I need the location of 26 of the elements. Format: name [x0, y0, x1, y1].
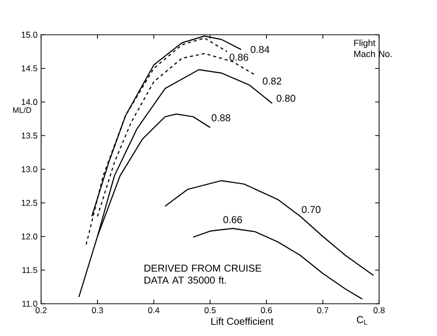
series-label: 0.80	[276, 94, 296, 102]
x-tick-label: 0.4	[148, 307, 160, 314]
x-tick-label: 0.3	[92, 307, 103, 314]
y-tick-label: 13.0	[22, 166, 38, 172]
x-tick-label: 0.7	[317, 307, 328, 314]
series-label: 0.82	[262, 78, 282, 85]
y-tick-label: 15.0	[22, 32, 38, 38]
series-label: 0.66	[223, 216, 242, 224]
legend-label: 0.84	[250, 46, 270, 54]
y-tick-label: 14.0	[22, 98, 38, 105]
series-label: 0.70	[302, 206, 320, 214]
y-tick-label: 12.0	[22, 233, 38, 240]
y-tick-label: 14.5	[22, 65, 38, 72]
y-tick-label: 11.0	[22, 300, 38, 307]
annotation: C$_{L}$	[356, 316, 368, 325]
y-tick-label: 13.5	[22, 132, 38, 139]
series-label: 0.86	[230, 54, 248, 61]
y-tick-label: 11.5	[22, 267, 38, 274]
x-tick-label: 0.5	[204, 307, 216, 314]
series-label: 0.88	[212, 114, 230, 122]
x-tick-label: 0.8	[374, 307, 385, 314]
x-tick-label: 0.6	[260, 307, 272, 314]
x-axis-title: Lift Coefficient	[211, 318, 274, 325]
y-tick-label: 12.5	[22, 200, 38, 206]
x-tick-label: 0.2	[36, 307, 47, 314]
annotation: DERIVED FROM CRUISE DATA AT 35000 ft.	[144, 264, 262, 284]
